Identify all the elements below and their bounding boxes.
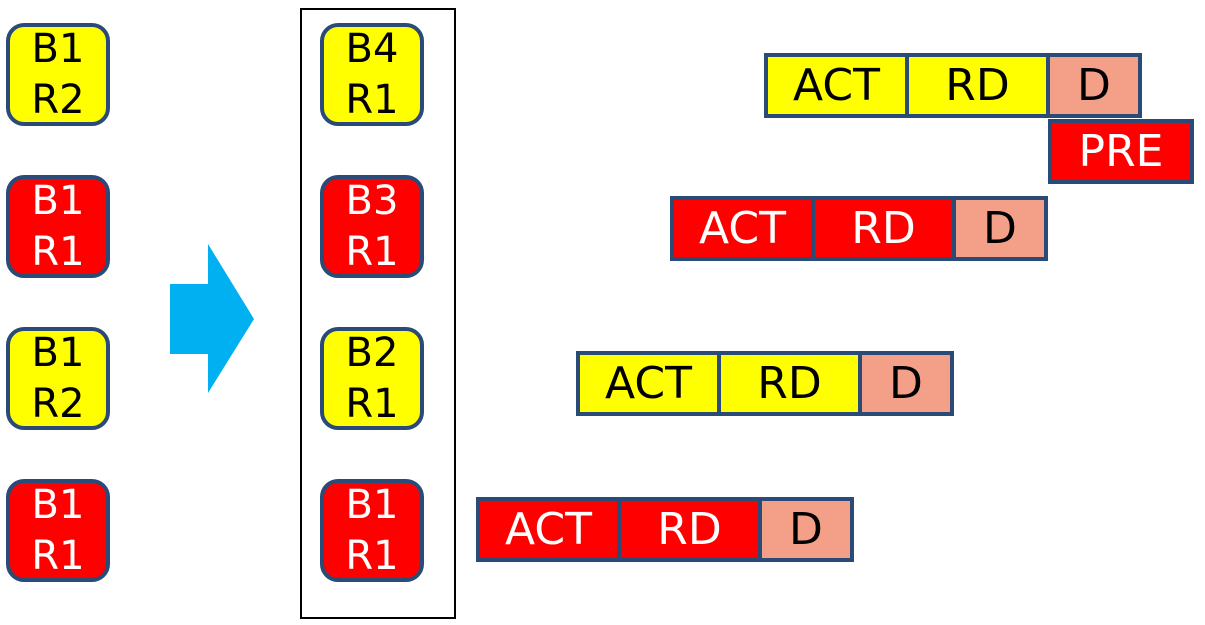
command-timeline-1: ACT RD D [764, 53, 1142, 118]
request-bank: B1 [31, 481, 85, 528]
request-row: R2 [31, 380, 85, 427]
request-bank: B4 [345, 25, 399, 72]
request-bank: B3 [345, 177, 399, 224]
pre-command: PRE [1048, 119, 1194, 184]
rd-command: RD [909, 57, 1046, 114]
request-bank: B1 [31, 177, 85, 224]
incoming-request-1: B1 R2 [6, 23, 110, 126]
scheduled-request-4: B1 R1 [320, 479, 424, 582]
request-bank: B1 [31, 25, 85, 72]
request-row: R1 [345, 380, 399, 427]
right-arrow-icon [170, 244, 254, 393]
act-command: ACT [580, 355, 717, 412]
command-timeline-3: ACT RD D [576, 351, 954, 416]
request-row: R1 [345, 76, 399, 123]
scheduled-request-1: B4 R1 [320, 23, 424, 126]
request-row: R2 [31, 76, 85, 123]
incoming-request-4: B1 R1 [6, 479, 110, 582]
request-row: R1 [31, 532, 85, 579]
rd-command: RD [815, 200, 952, 257]
command-timeline-2: ACT RD D [670, 196, 1048, 261]
scheduled-request-2: B3 R1 [320, 175, 424, 278]
request-bank: B1 [345, 481, 399, 528]
request-row: R1 [345, 532, 399, 579]
act-command: ACT [480, 501, 617, 558]
request-row: R1 [31, 228, 85, 275]
scheduled-request-3: B2 R1 [320, 327, 424, 430]
request-bank: B2 [345, 329, 399, 376]
scheduled-queue-box [300, 8, 456, 619]
data-transfer: D [862, 355, 950, 412]
act-command: ACT [674, 200, 811, 257]
rd-command: RD [721, 355, 858, 412]
incoming-request-3: B1 R2 [6, 327, 110, 430]
data-transfer: D [762, 501, 850, 558]
request-bank: B1 [31, 329, 85, 376]
data-transfer: D [956, 200, 1044, 257]
command-timeline-4: ACT RD D [476, 497, 854, 562]
act-command: ACT [768, 57, 905, 114]
rd-command: RD [621, 501, 758, 558]
data-transfer: D [1050, 57, 1138, 114]
request-row: R1 [345, 228, 399, 275]
incoming-request-2: B1 R1 [6, 175, 110, 278]
